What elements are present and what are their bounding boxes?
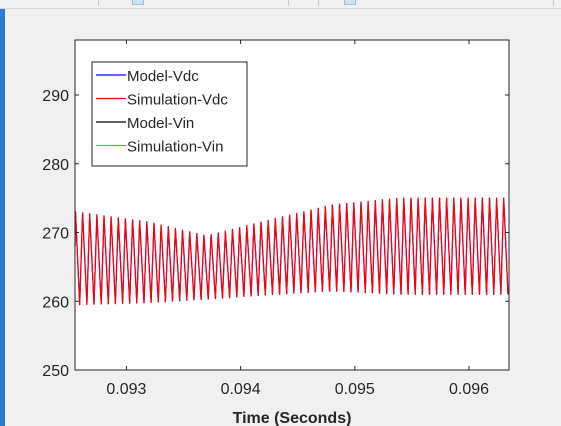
x-tick-label: 0.094 xyxy=(221,381,261,398)
line-chart: 0.093 0.094 0.095 0.096 250 260 270 280 290 Time… xyxy=(42,39,510,426)
series-layer xyxy=(74,197,509,306)
y-tick-label: 290 xyxy=(42,88,69,105)
legend: Model-Vdc Simulation-Vdc Model-Vin Simulati… xyxy=(91,61,248,167)
x-tick-label: 0.096 xyxy=(449,381,489,398)
toolbar-separator xyxy=(288,0,289,6)
figure-toolbar xyxy=(0,0,561,9)
legend-entry: Simulation-Vdc xyxy=(127,92,228,109)
ticks-layer: 0.093 0.094 0.095 0.096 250 260 270 280 290 xyxy=(42,40,509,398)
y-tick-label: 280 xyxy=(42,157,69,174)
x-tick-label: 0.095 xyxy=(335,381,375,398)
toolbar-separator xyxy=(553,0,554,6)
toolbar-button[interactable] xyxy=(132,0,144,5)
x-axis-label: Time (Seconds) xyxy=(233,410,352,426)
legend-entry: Model-Vdc xyxy=(127,68,199,85)
window-edge xyxy=(0,9,5,426)
figure-window: 0.093 0.094 0.095 0.096 250 260 270 280 290 Time… xyxy=(5,9,561,426)
axes-box xyxy=(74,39,510,371)
y-tick-label: 260 xyxy=(42,294,69,311)
y-tick-label: 270 xyxy=(42,226,69,243)
y-tick-label: 250 xyxy=(42,363,69,380)
legend-entry: Simulation-Vin xyxy=(127,139,223,156)
toolbar-separator xyxy=(98,0,99,6)
x-tick-label: 0.093 xyxy=(106,381,146,398)
series-line-simulation-vdc xyxy=(74,197,509,306)
legend-box xyxy=(91,61,248,167)
toolbar-separator xyxy=(318,0,319,6)
toolbar-button[interactable] xyxy=(344,0,356,5)
legend-entry: Model-Vin xyxy=(127,115,194,132)
